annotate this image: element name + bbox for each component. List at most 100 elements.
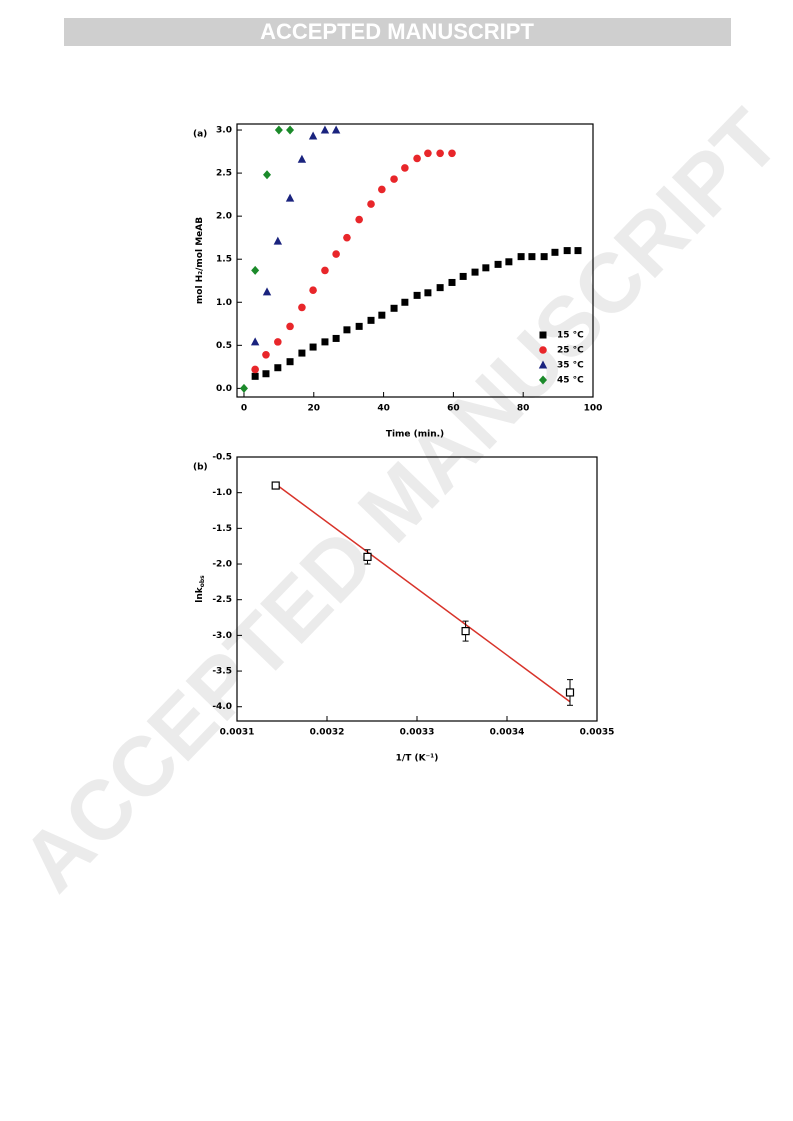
legend-label: 35 °C <box>557 361 584 371</box>
marker <box>251 365 259 374</box>
y-tick-label: -3.0 <box>212 631 232 641</box>
marker <box>286 125 295 135</box>
x-tick-label: 0.0034 <box>490 728 525 738</box>
x-tick-label: 60 <box>447 404 460 414</box>
marker <box>332 250 340 258</box>
marker <box>448 149 456 158</box>
x-tick-label: 0.0032 <box>310 728 345 738</box>
legend-label: 45 °C <box>557 376 584 386</box>
x-tick-label: 80 <box>517 404 530 414</box>
marker <box>424 289 432 297</box>
y-tick-label: -0.5 <box>212 453 232 463</box>
marker <box>401 164 409 172</box>
x-tick-label: 0.0033 <box>400 728 435 738</box>
marker <box>367 316 375 324</box>
x-tick-label: 0 <box>241 404 247 414</box>
marker <box>355 322 363 330</box>
marker <box>413 154 421 163</box>
marker <box>331 125 341 134</box>
marker <box>321 266 329 275</box>
marker <box>517 253 525 261</box>
y-tick-label: 2.0 <box>216 212 232 222</box>
y-tick-label: -1.5 <box>212 524 232 534</box>
marker <box>343 326 351 334</box>
y-axis-label: mol H₂/mol MeAB <box>195 217 205 304</box>
marker <box>274 125 283 135</box>
marker <box>309 343 317 351</box>
marker <box>413 291 421 299</box>
marker <box>298 349 306 357</box>
y-tick-label: -1.0 <box>212 488 232 498</box>
marker <box>263 170 272 180</box>
y-tick-label: 1.5 <box>216 255 232 265</box>
marker <box>494 260 502 268</box>
panel-label: (b) <box>193 463 208 473</box>
marker <box>539 346 547 354</box>
marker <box>528 253 536 261</box>
marker <box>262 370 270 378</box>
marker <box>274 338 282 346</box>
marker <box>273 236 283 245</box>
plot-frame <box>236 123 594 398</box>
marker <box>321 338 329 346</box>
marker <box>297 154 307 163</box>
y-tick-label: 0.0 <box>216 384 232 394</box>
y-axis-label-subscript: obs <box>199 575 206 587</box>
banner-bar <box>64 18 731 46</box>
marker <box>401 298 409 306</box>
marker <box>471 268 479 276</box>
marker <box>309 286 317 295</box>
marker <box>308 131 318 140</box>
marker <box>355 215 363 224</box>
marker <box>482 264 490 272</box>
marker <box>250 337 260 346</box>
y-tick-label: -2.5 <box>212 595 232 605</box>
marker <box>251 372 259 380</box>
fit-line <box>275 483 571 703</box>
marker <box>363 552 372 561</box>
marker <box>448 278 456 286</box>
marker <box>271 481 280 490</box>
marker <box>343 233 351 242</box>
marker <box>262 351 270 359</box>
marker <box>298 303 306 312</box>
marker <box>551 248 559 256</box>
marker <box>285 193 295 202</box>
marker <box>565 688 575 697</box>
marker <box>378 311 386 319</box>
marker <box>540 253 548 261</box>
marker <box>378 185 386 194</box>
marker <box>563 247 571 255</box>
y-axis-label: lnkobs <box>195 575 206 603</box>
marker <box>274 364 282 372</box>
y-tick-label: 3.0 <box>216 126 232 136</box>
x-tick-label: 0.0035 <box>580 728 615 738</box>
marker <box>367 200 375 208</box>
y-tick-label: -3.5 <box>212 667 232 677</box>
marker <box>424 149 432 158</box>
y-tick-label: 0.5 <box>216 341 232 351</box>
y-axis-label-text: lnk <box>195 586 205 602</box>
marker <box>251 265 260 275</box>
marker <box>239 383 248 393</box>
legend-label: 15 °C <box>557 331 584 341</box>
y-axis-label-text: mol H₂/mol MeAB <box>195 217 205 304</box>
marker <box>320 125 330 134</box>
marker <box>539 375 547 385</box>
y-tick-label: -2.0 <box>212 560 232 570</box>
y-tick-label: 2.5 <box>216 169 232 179</box>
marker <box>286 322 294 331</box>
x-tick-label: 40 <box>377 404 390 414</box>
marker <box>332 334 340 342</box>
marker <box>436 284 444 292</box>
marker <box>538 360 548 369</box>
x-tick-label: 100 <box>584 404 603 414</box>
banner: ACCEPTED MANUSCRIPT <box>260 19 534 44</box>
marker <box>390 304 398 312</box>
marker <box>262 287 272 296</box>
x-tick-label: 20 <box>308 404 321 414</box>
watermark: ACCEPTED MANUSCRIPT <box>3 92 793 909</box>
marker <box>505 258 513 266</box>
x-tick-label: 0.0031 <box>220 728 255 738</box>
